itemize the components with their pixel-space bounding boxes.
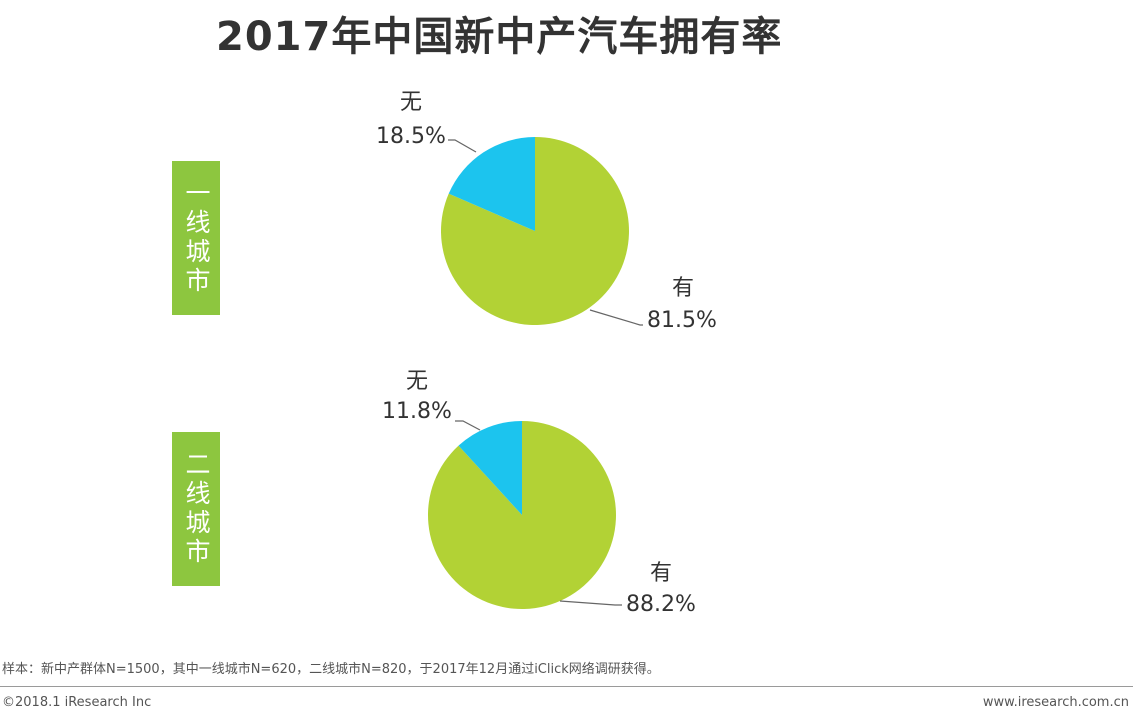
slice-label-tier2-have: 有 <box>650 561 672 586</box>
slice-value-tier1-have: 81.5% <box>647 308 717 333</box>
leader-line-tier2-have <box>559 600 622 606</box>
slice-value-tier2-none: 11.8% <box>382 399 452 424</box>
sample-footnote: 样本：新中产群体N=1500，其中一线城市N=620，二线城市N=820，于20… <box>2 662 660 677</box>
website-link[interactable]: www.iresearch.com.cn <box>982 695 1129 710</box>
slice-label-tier1-have: 有 <box>672 276 694 301</box>
pie-chart-tier1: 无 18.5% 有 81.5% <box>376 90 717 333</box>
slice-value-tier2-have: 88.2% <box>626 592 696 617</box>
pie-slice-tier1-have <box>440 137 629 326</box>
city-tier-label-tier1: 一线城市 <box>172 161 220 315</box>
pie-slice-tier1-none <box>448 137 535 231</box>
leader-line-tier2-none <box>455 420 481 431</box>
slice-label-tier2-none: 无 <box>406 369 428 394</box>
footer-divider <box>0 686 1133 687</box>
city-tier-label-tier2: 二线城市 <box>172 432 220 586</box>
leader-line-tier1-none <box>448 139 477 153</box>
pie-chart-tier2: 无 11.8% 有 88.2% <box>382 369 696 617</box>
slice-value-tier1-none: 18.5% <box>376 124 446 149</box>
pie-charts: 无 18.5% 有 81.5% 无 11.8% 有 88.2% <box>376 90 717 617</box>
leader-line-tier1-have <box>589 309 643 326</box>
pie-slice-tier2-have <box>427 421 616 609</box>
pie-slice-tier2-none <box>458 421 522 515</box>
slice-label-tier1-none: 无 <box>400 90 422 115</box>
chart-title: 2017年中国新中产汽车拥有率 <box>216 14 783 60</box>
copyright-text: ©2018.1 iResearch Inc <box>2 695 152 710</box>
